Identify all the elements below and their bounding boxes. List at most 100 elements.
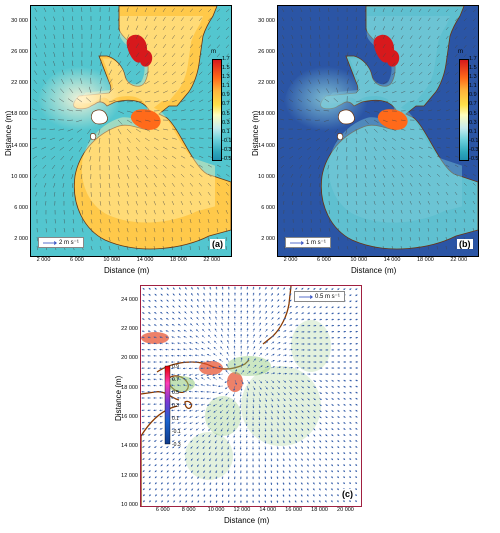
colorbar-a xyxy=(212,59,222,161)
scale-arrow-a: 2 m s⁻¹ xyxy=(38,237,84,248)
a-map xyxy=(31,6,231,256)
ytick: 16 000 xyxy=(116,414,138,420)
colorbar-tick: -0.3 xyxy=(469,147,478,153)
scale-label: 0.5 m s⁻¹ xyxy=(315,293,340,300)
xtick: 10 000 xyxy=(350,257,367,263)
panel-c-xlabel: Distance (m) xyxy=(224,516,269,525)
ytick: 18 000 xyxy=(6,111,28,117)
colorbar-tick: -0.5 xyxy=(222,156,231,162)
panel-a xyxy=(30,5,232,257)
ytick: 22 000 xyxy=(116,326,138,332)
xtick: 6 000 xyxy=(156,507,170,513)
ytick: 10 000 xyxy=(6,174,28,180)
colorbar-tick: 0.3 xyxy=(222,120,230,126)
svg-text:0.5: 0.5 xyxy=(172,390,179,396)
xtick: 22 000 xyxy=(450,257,467,263)
figure: Distance (m) Distance (m) Distance (m) D… xyxy=(0,0,500,533)
ytick: 26 000 xyxy=(253,49,275,55)
b-map xyxy=(278,6,478,256)
xtick: 20 000 xyxy=(337,507,354,513)
panel-a-ylabel: Distance (m) xyxy=(4,111,13,156)
xtick: 10 000 xyxy=(103,257,120,263)
ytick: 18 000 xyxy=(116,385,138,391)
colorbar-tick: 1.5 xyxy=(469,65,477,71)
panel-b-xlabel: Distance (m) xyxy=(351,266,396,275)
colorbar-tick: -0.3 xyxy=(222,147,231,153)
colorbar-tick: 1.3 xyxy=(469,74,477,80)
colorbar-tick: 1.1 xyxy=(469,83,477,89)
svg-text:0.3: 0.3 xyxy=(172,403,179,409)
scale-arrow-b: 1 m s⁻¹ xyxy=(285,237,331,248)
ytick: 14 000 xyxy=(253,143,275,149)
c-map: 0.9 0.7 0.5 0.3 0.1 -0.1 -0.3 xyxy=(141,286,361,506)
ytick: 20 000 xyxy=(116,355,138,361)
colorbar-title-b: m xyxy=(458,49,463,55)
ytick: 10 000 xyxy=(116,502,138,508)
ytick: 18 000 xyxy=(253,111,275,117)
colorbar-tick: 0.7 xyxy=(222,101,230,107)
panel-b-ylabel: Distance (m) xyxy=(251,111,260,156)
xtick: 2 000 xyxy=(37,257,51,263)
colorbar-tick: 1.5 xyxy=(222,65,230,71)
ytick: 14 000 xyxy=(116,443,138,449)
ytick: 30 000 xyxy=(253,18,275,24)
xtick: 16 000 xyxy=(285,507,302,513)
xtick: 14 000 xyxy=(137,257,154,263)
ytick: 30 000 xyxy=(6,18,28,24)
colorbar-tick: 1.7 xyxy=(469,56,477,62)
colorbar-tick: 0.7 xyxy=(469,101,477,107)
colorbar-tick: 1.7 xyxy=(222,56,230,62)
ytick: 24 000 xyxy=(116,297,138,303)
scale-label: 1 m s⁻¹ xyxy=(306,239,326,246)
xtick: 18 000 xyxy=(417,257,434,263)
colorbar-tick: 0.5 xyxy=(222,111,230,117)
ytick: 2 000 xyxy=(6,236,28,242)
xtick: 12 000 xyxy=(234,507,251,513)
ytick: 26 000 xyxy=(6,49,28,55)
xtick: 10 000 xyxy=(208,507,225,513)
colorbar-b xyxy=(459,59,469,161)
colorbar-tick: 1.1 xyxy=(222,83,230,89)
colorbar-tick: 0.1 xyxy=(222,129,230,135)
panel-a-xlabel: Distance (m) xyxy=(104,266,149,275)
panel-label-a: (a) xyxy=(210,239,225,249)
colorbar-title-a: m xyxy=(211,49,216,55)
colorbar-tick: 0.3 xyxy=(469,120,477,126)
panel-b xyxy=(277,5,479,257)
ytick: 22 000 xyxy=(253,80,275,86)
xtick: 18 000 xyxy=(311,507,328,513)
xtick: 14 000 xyxy=(259,507,276,513)
svg-text:0.7: 0.7 xyxy=(172,377,179,383)
xtick: 6 000 xyxy=(70,257,84,263)
colorbar-tick: -0.5 xyxy=(469,156,478,162)
ytick: 6 000 xyxy=(6,205,28,211)
xtick: 6 000 xyxy=(317,257,331,263)
ytick: 12 000 xyxy=(116,473,138,479)
xtick: 14 000 xyxy=(384,257,401,263)
ytick: 2 000 xyxy=(253,236,275,242)
xtick: 22 000 xyxy=(203,257,220,263)
svg-text:-0.3: -0.3 xyxy=(172,442,181,448)
ytick: 6 000 xyxy=(253,205,275,211)
ytick: 14 000 xyxy=(6,143,28,149)
xtick: 8 000 xyxy=(182,507,196,513)
colorbar-tick: 1.3 xyxy=(222,74,230,80)
panel-label-b: (b) xyxy=(457,239,473,249)
svg-text:0.9: 0.9 xyxy=(172,364,179,370)
colorbar-tick: -0.1 xyxy=(469,138,478,144)
svg-text:0.1: 0.1 xyxy=(172,416,179,422)
panel-c: 0.9 0.7 0.5 0.3 0.1 -0.1 -0.3 xyxy=(140,285,362,507)
xtick: 2 000 xyxy=(284,257,298,263)
colorbar-tick: 0.1 xyxy=(469,129,477,135)
panel-label-c: (c) xyxy=(340,489,355,499)
svg-text:-0.1: -0.1 xyxy=(172,429,181,435)
colorbar-tick: 0.9 xyxy=(222,92,230,98)
colorbar-tick: 0.5 xyxy=(469,111,477,117)
xtick: 18 000 xyxy=(170,257,187,263)
ytick: 22 000 xyxy=(6,80,28,86)
scale-label: 2 m s⁻¹ xyxy=(59,239,79,246)
scale-arrow-c: 0.5 m s⁻¹ xyxy=(294,291,345,302)
colorbar-tick: 0.9 xyxy=(469,92,477,98)
colorbar-tick: -0.1 xyxy=(222,138,231,144)
ytick: 10 000 xyxy=(253,174,275,180)
